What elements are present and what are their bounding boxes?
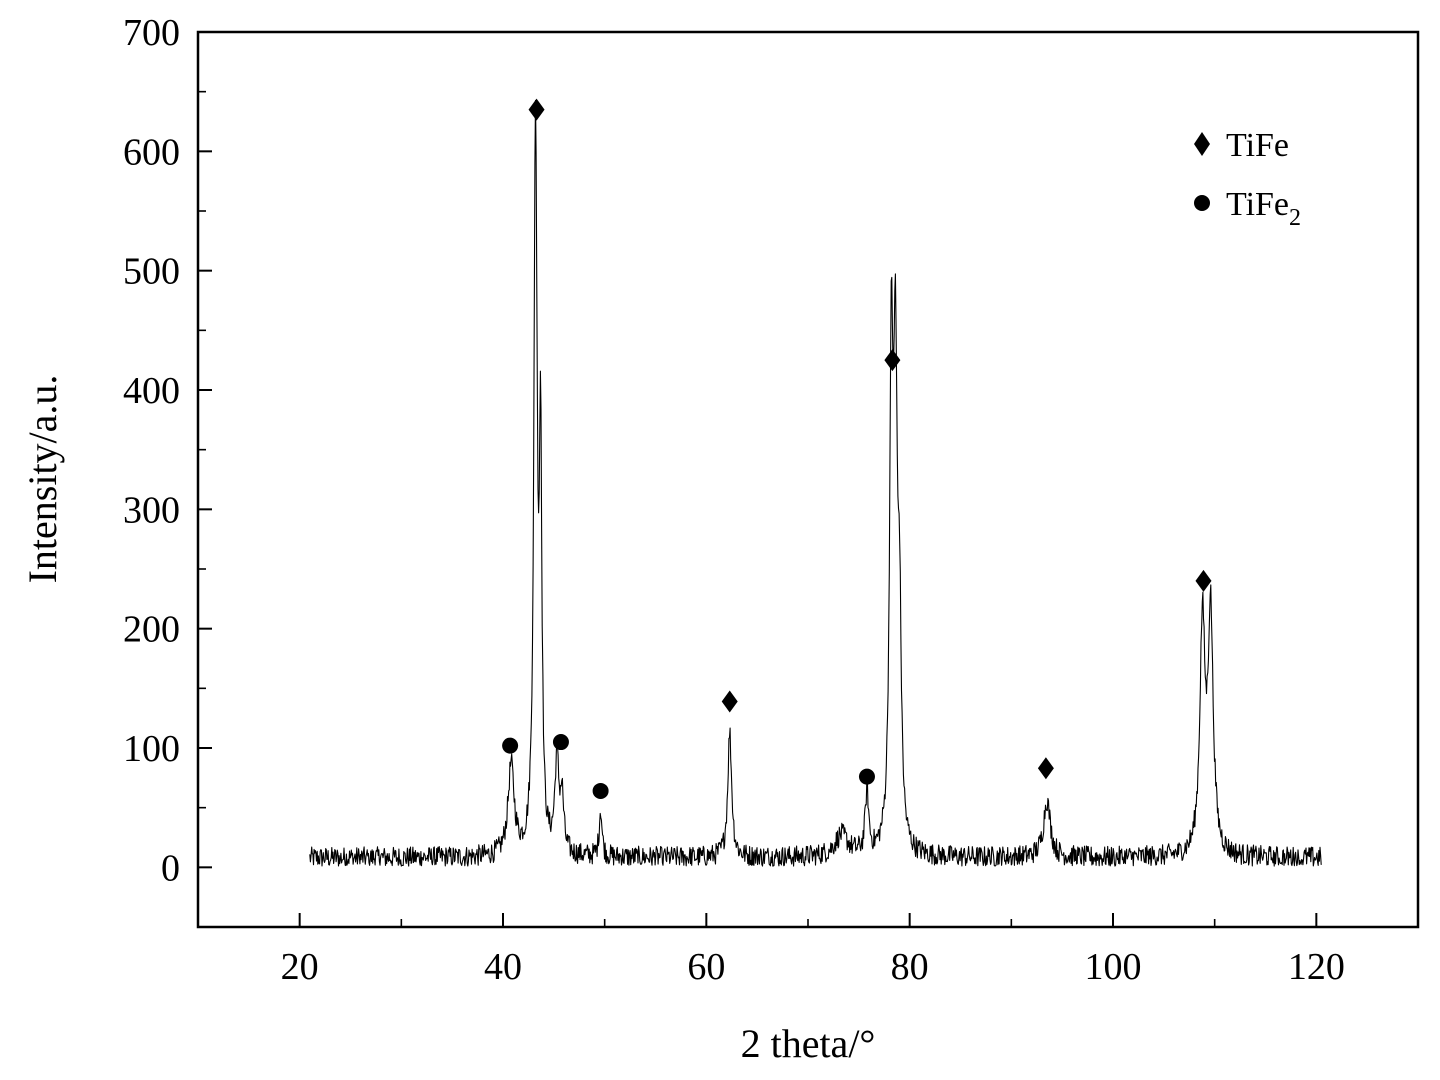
legend-label-tife2-base: TiFe: [1226, 186, 1289, 223]
x-tick-label: 80: [891, 946, 929, 988]
peak-markers: [502, 98, 1212, 799]
x-axis-title: 2 theta/°: [741, 1021, 876, 1066]
legend-diamond-icon: [1194, 132, 1210, 156]
xrd-pattern-line: [309, 99, 1322, 867]
tife2-peak-marker: [502, 737, 519, 754]
tife-peak-marker: [1037, 757, 1054, 780]
y-tick-label: 600: [123, 131, 180, 173]
plot-frame: [196, 30, 1420, 929]
tife-peak-marker: [1195, 569, 1212, 592]
legend-circle-icon: [1194, 195, 1210, 211]
tife-peak-marker: [721, 690, 738, 713]
x-tick-label: 120: [1288, 946, 1345, 988]
tife2-peak-marker: [858, 768, 875, 785]
y-tick-label: 200: [123, 609, 180, 651]
legend: TiFe TiFe2: [1194, 127, 1301, 231]
y-tick-label: 700: [123, 12, 180, 54]
legend-label-tife2-subscript: 2: [1289, 205, 1301, 231]
x-axis-ticks: 20 40 60 80 100 120: [197, 913, 1419, 988]
y-tick-label: 500: [123, 251, 180, 293]
tife2-peak-marker: [552, 734, 569, 751]
y-tick-label: 0: [161, 847, 180, 889]
y-tick-label: 100: [123, 728, 180, 770]
legend-label-tife2: TiFe2: [1226, 186, 1301, 231]
y-tick-label: 400: [123, 370, 180, 412]
tife-peak-marker: [528, 98, 545, 121]
y-tick-label: 300: [123, 489, 180, 531]
legend-label-tife: TiFe: [1226, 127, 1289, 164]
tife-peak-marker: [884, 349, 901, 372]
y-axis-ticks: 0 100 200 300 400 500 600 700: [123, 12, 212, 928]
x-tick-label: 60: [687, 946, 725, 988]
x-tick-label: 40: [484, 946, 522, 988]
y-axis-title: Intensity/a.u.: [20, 375, 65, 584]
x-tick-label: 20: [281, 946, 319, 988]
tife2-peak-marker: [592, 782, 609, 799]
x-tick-label: 100: [1085, 946, 1142, 988]
